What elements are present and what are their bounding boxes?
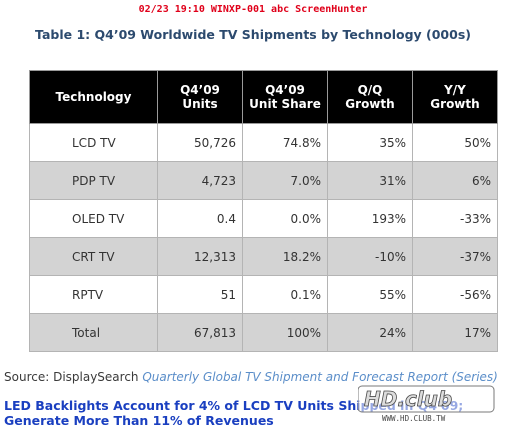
watermark-logo-text: HD.club xyxy=(364,387,452,411)
news-headline-link[interactable]: LED Backlights Account for 4% of LCD TV … xyxy=(4,398,464,428)
cell-share: 100% xyxy=(242,313,328,352)
shipments-table: Technology Q4’09 Units Q4’09 Unit Share … xyxy=(29,70,498,352)
table-row-crt: CRT TV 12,313 18.2% -10% -37% xyxy=(29,237,498,276)
cell-technology: PDP TV xyxy=(29,161,158,200)
source-prefix: Source: DisplaySearch xyxy=(4,370,139,384)
cell-qq: 31% xyxy=(327,161,413,200)
cell-units: 4,723 xyxy=(157,161,243,200)
cell-qq: 35% xyxy=(327,123,413,162)
table-row-pdp: PDP TV 4,723 7.0% 31% 6% xyxy=(29,161,498,200)
cell-share: 0.1% xyxy=(242,275,328,314)
cell-yy: -56% xyxy=(412,275,498,314)
table-row-rptv: RPTV 51 0.1% 55% -56% xyxy=(29,275,498,314)
cell-share: 0.0% xyxy=(242,199,328,238)
watermark-graphic: HD.club WWW.HD.CLUB.TW xyxy=(357,385,495,423)
table-row-oled: OLED TV 0.4 0.0% 193% -33% xyxy=(29,199,498,238)
header-yy-growth: Y/Y Growth xyxy=(412,70,498,124)
cell-qq: -10% xyxy=(327,237,413,276)
hdclub-watermark-logo: HD.club WWW.HD.CLUB.TW xyxy=(357,378,498,424)
cell-share: 18.2% xyxy=(242,237,328,276)
cell-units: 51 xyxy=(157,275,243,314)
cell-units: 50,726 xyxy=(157,123,243,162)
header-qq-growth: Q/Q Growth xyxy=(327,70,413,124)
cell-technology: OLED TV xyxy=(29,199,158,238)
cell-qq: 24% xyxy=(327,313,413,352)
cell-share: 74.8% xyxy=(242,123,328,162)
header-unit-share: Q4’09 Unit Share xyxy=(242,70,328,124)
cell-yy: 6% xyxy=(412,161,498,200)
cell-units: 12,313 xyxy=(157,237,243,276)
header-units: Q4’09 Units xyxy=(157,70,243,124)
cell-technology: LCD TV xyxy=(29,123,158,162)
table-title: Table 1: Q4’09 Worldwide TV Shipments by… xyxy=(35,27,471,42)
cell-yy: 17% xyxy=(412,313,498,352)
cell-qq: 193% xyxy=(327,199,413,238)
watermark-url-text: WWW.HD.CLUB.TW xyxy=(382,414,446,423)
cell-technology: RPTV xyxy=(29,275,158,314)
cell-qq: 55% xyxy=(327,275,413,314)
cell-technology: Total xyxy=(29,313,158,352)
table-row-lcd: LCD TV 50,726 74.8% 35% 50% xyxy=(29,123,498,162)
cell-yy: -33% xyxy=(412,199,498,238)
screenhunter-overlay: 02/23 19:10 WINXP-001 abc ScreenHunter xyxy=(138,4,368,15)
source-report-link[interactable]: Quarterly Global TV Shipment and Forecas… xyxy=(142,370,498,384)
header-technology: Technology xyxy=(29,70,158,124)
table-row-total: Total 67,813 100% 24% 17% xyxy=(29,313,498,352)
cell-units: 67,813 xyxy=(157,313,243,352)
cell-yy: -37% xyxy=(412,237,498,276)
cell-share: 7.0% xyxy=(242,161,328,200)
source-line: Source: DisplaySearch Quarterly Global T… xyxy=(4,370,498,384)
cell-yy: 50% xyxy=(412,123,498,162)
table-header-row: Technology Q4’09 Units Q4’09 Unit Share … xyxy=(29,70,498,124)
cell-technology: CRT TV xyxy=(29,237,158,276)
cell-units: 0.4 xyxy=(157,199,243,238)
